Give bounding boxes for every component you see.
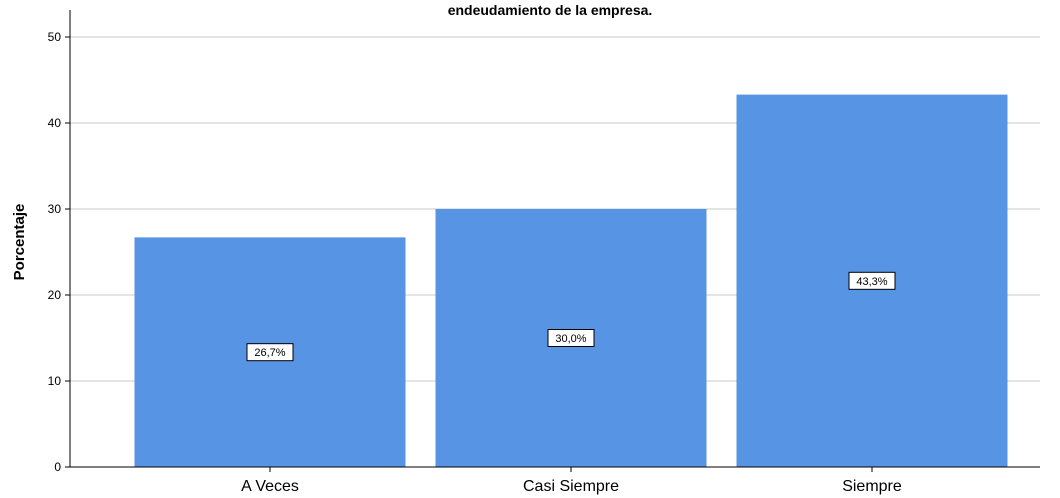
- y-tick-label-40: 40: [48, 116, 62, 130]
- y-tick-label-20: 20: [48, 288, 62, 302]
- data-label-a-veces: 26,7%: [246, 343, 294, 362]
- y-tick-label-50: 50: [48, 30, 62, 44]
- x-tick-label-a-veces: A Veces: [241, 478, 299, 495]
- data-labels: 26,7% 30,0% 43,3%: [246, 271, 896, 362]
- x-tick-label-casi-siempre: Casi Siempre: [523, 478, 619, 495]
- chart-title: endeudamiento de la empresa.: [448, 2, 653, 18]
- y-tick-label-10: 10: [48, 374, 62, 388]
- data-label-text: 26,7%: [254, 347, 285, 359]
- x-tick-labels: A Veces Casi Siempre Siempre: [241, 467, 902, 495]
- axes: [69, 10, 1040, 468]
- data-label-text: 30,0%: [555, 333, 586, 345]
- y-tick-label-30: 30: [48, 202, 62, 216]
- data-label-text: 43,3%: [856, 276, 887, 288]
- x-tick-label-siempre: Siempre: [842, 478, 902, 495]
- data-label-box: [547, 329, 595, 347]
- data-label-casi-siempre: 30,0%: [547, 329, 595, 347]
- y-tick-labels: 0 10 20 30 40 50: [48, 30, 62, 474]
- data-label-box: [848, 271, 896, 290]
- y-axis-title: Porcentaje: [11, 204, 28, 281]
- data-label-siempre: 43,3%: [848, 271, 896, 290]
- y-tick-label-0: 0: [54, 460, 61, 474]
- data-label-box: [246, 343, 294, 362]
